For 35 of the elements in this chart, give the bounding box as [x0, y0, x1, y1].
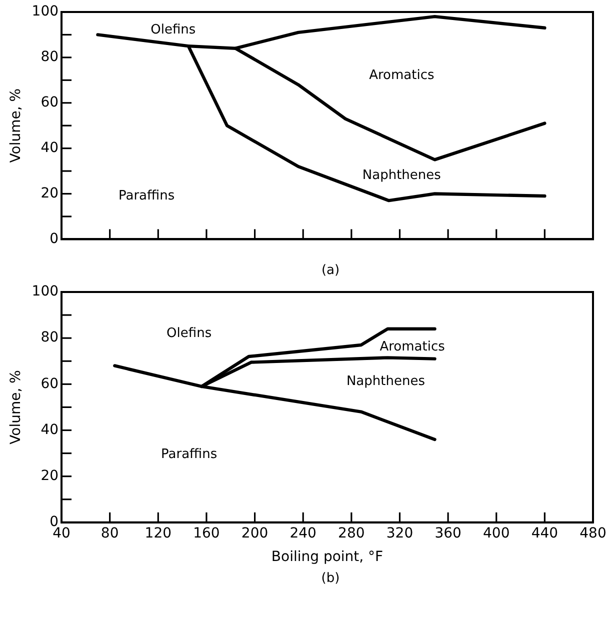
x-tick-label: 120 [144, 525, 172, 542]
x-tick-label: 200 [241, 525, 268, 542]
x-tick-label: 160 [193, 525, 220, 542]
y-tick-label: 100 [32, 284, 59, 300]
x-tick-label: 480 [580, 525, 606, 542]
annotation: Olefins [150, 22, 196, 38]
annotation: Paraffins [118, 188, 175, 204]
y-tick-label: 80 [40, 49, 59, 66]
y-axis-title: Volume, % [8, 88, 24, 163]
y-tick-label: 40 [40, 140, 59, 156]
y-tick-label: 20 [40, 468, 59, 484]
y-tick-label: 20 [40, 185, 59, 202]
x-tick-label: 400 [483, 525, 510, 542]
annotation: Paraffins [161, 446, 218, 462]
x-axis-title: Boiling point, °F [271, 549, 384, 566]
y-tick-label: 60 [40, 376, 59, 392]
annotation: Olefins [166, 326, 212, 341]
y-tick-label: 100 [32, 4, 59, 20]
y-tick-label: 0 [50, 230, 59, 247]
y-tick-label: 80 [40, 330, 59, 346]
y-tick-label: 60 [40, 94, 59, 111]
annotation: Aromatics [380, 340, 446, 355]
annotation: Naphthenes [346, 374, 426, 390]
y-tick-label: 40 [40, 422, 59, 438]
x-tick-label: 80 [100, 525, 119, 542]
annotation: Aromatics [369, 68, 434, 83]
annotation: Naphthenes [362, 168, 442, 183]
x-tick-label: 280 [338, 525, 365, 542]
x-tick-label: 440 [531, 525, 558, 542]
x-tick-label: 360 [434, 525, 462, 542]
x-tick-label: 240 [290, 525, 316, 542]
text: (b) [320, 570, 341, 588]
x-tick-label: 320 [386, 525, 414, 542]
text: (a) [320, 262, 341, 280]
y-axis-title: Volume, % [8, 370, 24, 444]
